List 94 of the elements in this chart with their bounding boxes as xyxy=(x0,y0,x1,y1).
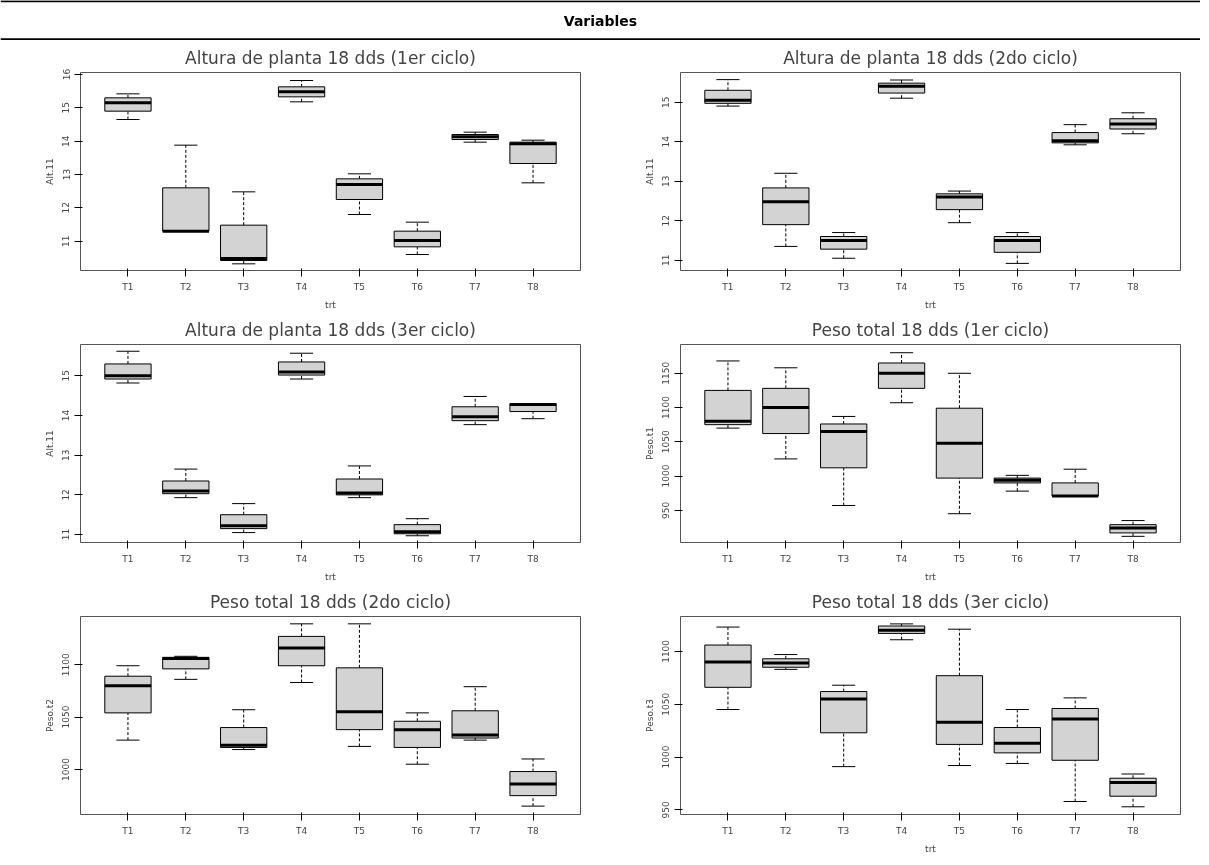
y-tick-label: 15 xyxy=(61,102,72,114)
x-tick-label: T4 xyxy=(294,281,308,292)
y-axis-title: Alt.11 xyxy=(44,430,55,457)
x-tick-label: T3 xyxy=(237,825,250,836)
y-tick-label: 12 xyxy=(61,202,72,214)
y-tick-label: 11 xyxy=(661,254,672,266)
x-tick-label: T7 xyxy=(1068,825,1081,836)
y-axis-title: Peso.t1 xyxy=(644,427,655,460)
x-tick-label: T1 xyxy=(721,281,734,292)
y-tick-label: 14 xyxy=(661,135,672,148)
y-tick-label: 15 xyxy=(61,370,72,382)
x-tick-label: T7 xyxy=(1068,281,1081,292)
y-tick-label: 950 xyxy=(661,501,672,519)
x-tick-label: T6 xyxy=(410,825,424,836)
x-tick-label: T8 xyxy=(526,825,539,836)
x-tick-label: T1 xyxy=(721,553,734,564)
x-tick-label: T3 xyxy=(837,281,850,292)
x-tick-label: T2 xyxy=(179,281,192,292)
y-tick-label: 1050 xyxy=(61,705,72,729)
y-axis-title: Alt.11 xyxy=(644,158,655,185)
y-tick-label: 16 xyxy=(61,68,72,81)
x-tick-label: T6 xyxy=(410,281,424,292)
x-tick-label: T5 xyxy=(952,553,966,564)
x-tick-label: T8 xyxy=(1126,281,1139,292)
x-tick-label: T4 xyxy=(294,825,308,836)
y-tick-label: 13 xyxy=(61,168,72,181)
x-tick-label: T7 xyxy=(468,825,481,836)
chart-title: Altura de planta 18 dds (3er ciclo) xyxy=(185,319,476,340)
chart-title: Peso total 18 dds (2do ciclo) xyxy=(209,591,452,612)
x-tick-label: T4 xyxy=(894,553,908,564)
x-tick-label: T1 xyxy=(121,281,134,292)
y-axis-title: Alt.11 xyxy=(44,158,55,185)
y-tick-label: 1100 xyxy=(661,639,672,663)
x-tick-label: T5 xyxy=(352,825,366,836)
x-tick-label: T4 xyxy=(894,281,908,292)
y-tick-label: 14 xyxy=(61,135,72,147)
y-tick-label: 1050 xyxy=(661,692,672,716)
x-tick-label: T2 xyxy=(779,281,792,292)
x-tick-label: T5 xyxy=(352,281,366,292)
x-tick-label: T1 xyxy=(121,825,134,836)
x-tick-label: T3 xyxy=(837,825,850,836)
y-tick-label: 15 xyxy=(661,96,672,108)
y-tick-label: 1000 xyxy=(661,745,672,769)
y-tick-label: 950 xyxy=(661,801,672,819)
y-axis-title: Peso.t2 xyxy=(44,699,55,732)
x-tick-label: T2 xyxy=(179,553,192,564)
chart-title: Peso total 18 dds (3er ciclo) xyxy=(811,591,1050,612)
y-tick-label: 1100 xyxy=(61,652,72,677)
x-tick-label: T7 xyxy=(468,281,481,292)
x-tick-label: T6 xyxy=(1010,281,1024,292)
x-tick-label: T4 xyxy=(894,825,908,836)
y-tick-label: 1050 xyxy=(661,430,672,454)
chart-title: Peso total 18 dds (1er ciclo) xyxy=(811,319,1050,340)
text: Variables xyxy=(563,12,638,29)
y-tick-label: 14 xyxy=(61,409,72,422)
y-tick-label: 1000 xyxy=(61,757,72,781)
y-tick-label: 12 xyxy=(661,214,672,227)
y-tick-label: 11 xyxy=(61,235,72,247)
chart-title: Altura de planta 18 dds (1er ciclo) xyxy=(185,47,476,68)
x-tick-label: T7 xyxy=(1068,553,1081,564)
x-tick-label: T2 xyxy=(179,825,192,836)
x-tick-label: T5 xyxy=(952,825,966,836)
x-tick-label: T8 xyxy=(1126,825,1139,836)
x-tick-label: T4 xyxy=(294,553,308,564)
x-tick-label: T8 xyxy=(526,553,539,564)
chart-title: Altura de planta 18 dds (2do ciclo) xyxy=(783,47,1078,68)
x-axis-title: trt xyxy=(925,843,937,854)
x-tick-label: T1 xyxy=(721,825,734,836)
x-tick-label: T6 xyxy=(1010,825,1024,836)
x-axis-title: trt xyxy=(925,571,937,582)
x-tick-label: T8 xyxy=(526,281,539,292)
y-tick-label: 12 xyxy=(61,489,72,501)
x-tick-label: T3 xyxy=(237,553,250,564)
x-tick-label: T2 xyxy=(779,825,792,836)
x-tick-label: T2 xyxy=(779,553,792,564)
x-axis-title: trt xyxy=(325,571,337,582)
x-axis-title: trt xyxy=(925,299,937,310)
x-axis-title: trt xyxy=(325,299,337,310)
y-tick-label: 1150 xyxy=(661,361,672,385)
y-tick-label: 1000 xyxy=(661,464,672,488)
x-tick-label: T5 xyxy=(352,553,366,564)
y-axis-title: Peso.t3 xyxy=(644,699,655,732)
x-tick-label: T8 xyxy=(1126,553,1139,564)
x-tick-label: T5 xyxy=(952,281,966,292)
x-tick-label: T3 xyxy=(837,553,850,564)
y-tick-label: 1100 xyxy=(661,395,672,419)
y-tick-label: 13 xyxy=(61,449,72,461)
x-tick-label: T6 xyxy=(410,553,424,564)
y-tick-label: 11 xyxy=(61,528,72,541)
x-tick-label: T3 xyxy=(237,281,250,292)
x-tick-label: T6 xyxy=(1010,553,1024,564)
x-tick-label: T1 xyxy=(121,553,134,564)
x-tick-label: T7 xyxy=(468,553,481,564)
y-tick-label: 13 xyxy=(661,175,672,187)
